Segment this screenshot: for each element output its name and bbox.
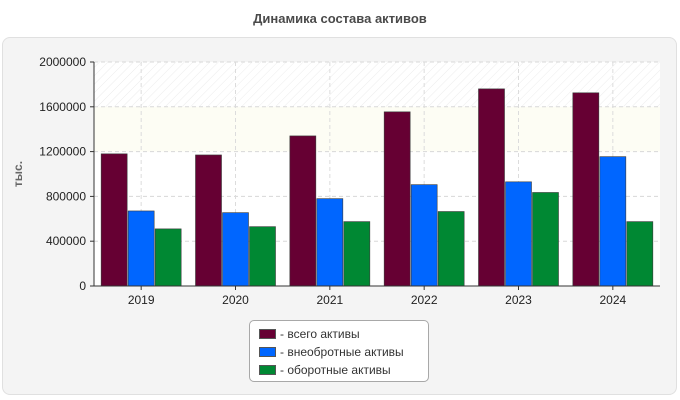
x-tick-label-2021: 2021: [316, 293, 343, 307]
legend-item-total-assets: - всего активы: [259, 325, 428, 343]
legend-item-current-assets: - оборотные активы: [259, 361, 428, 379]
bar-total-2023: [478, 88, 505, 287]
x-tick-label-2020: 2020: [222, 293, 249, 307]
x-tick-label-2024: 2024: [599, 293, 626, 307]
plot-highlight-band: [94, 106, 660, 152]
legend-label-current-assets: - оборотные активы: [280, 363, 391, 377]
legend-label-total-assets: - всего активы: [280, 327, 360, 341]
bar-total-2021: [289, 135, 317, 287]
bar-current-2021: [343, 221, 371, 287]
y-tick-label-5: 2000000: [39, 55, 86, 69]
bar-noncurrent-2023: [505, 181, 532, 287]
bar-current-2022: [437, 211, 465, 287]
bar-total-2020: [195, 154, 222, 287]
legend: - всего активы - внеобротные активы - об…: [249, 320, 429, 382]
y-axis-label: тыс.: [11, 161, 25, 187]
x-tick-label-2023: 2023: [505, 293, 532, 307]
bar-noncurrent-2024: [599, 156, 627, 287]
bar-noncurrent-2019: [127, 210, 155, 287]
legend-item-noncurrent-assets: - внеобротные активы: [259, 343, 428, 361]
plot-hatch-band: [94, 62, 660, 107]
chart-title: Динамика состава активов: [253, 11, 427, 26]
legend-swatch-noncurrent-assets: [259, 347, 276, 357]
legend-swatch-total-assets: [259, 329, 276, 339]
bar-noncurrent-2022: [410, 184, 438, 287]
legend-label-noncurrent-assets: - внеобротные активы: [280, 345, 404, 359]
bar-total-2024: [572, 92, 600, 287]
bar-current-2023: [532, 192, 559, 287]
legend-swatch-current-assets: [259, 365, 276, 375]
bar-current-2024: [626, 221, 654, 287]
y-tick-label-3: 1200000: [39, 145, 86, 159]
x-tick-label-2022: 2022: [411, 293, 438, 307]
bar-noncurrent-2021: [316, 198, 344, 287]
x-tick-label-2019: 2019: [128, 293, 155, 307]
bar-current-2020: [249, 226, 276, 287]
bar-total-2019: [100, 153, 128, 287]
y-tick-label-1: 400000: [46, 234, 86, 248]
bar-current-2019: [154, 228, 182, 287]
y-tick-label-4: 1600000: [39, 100, 86, 114]
y-tick-label-0: 0: [79, 279, 86, 293]
bar-total-2022: [383, 111, 411, 287]
bar-noncurrent-2020: [222, 212, 249, 287]
y-tick-label-2: 800000: [46, 189, 86, 203]
